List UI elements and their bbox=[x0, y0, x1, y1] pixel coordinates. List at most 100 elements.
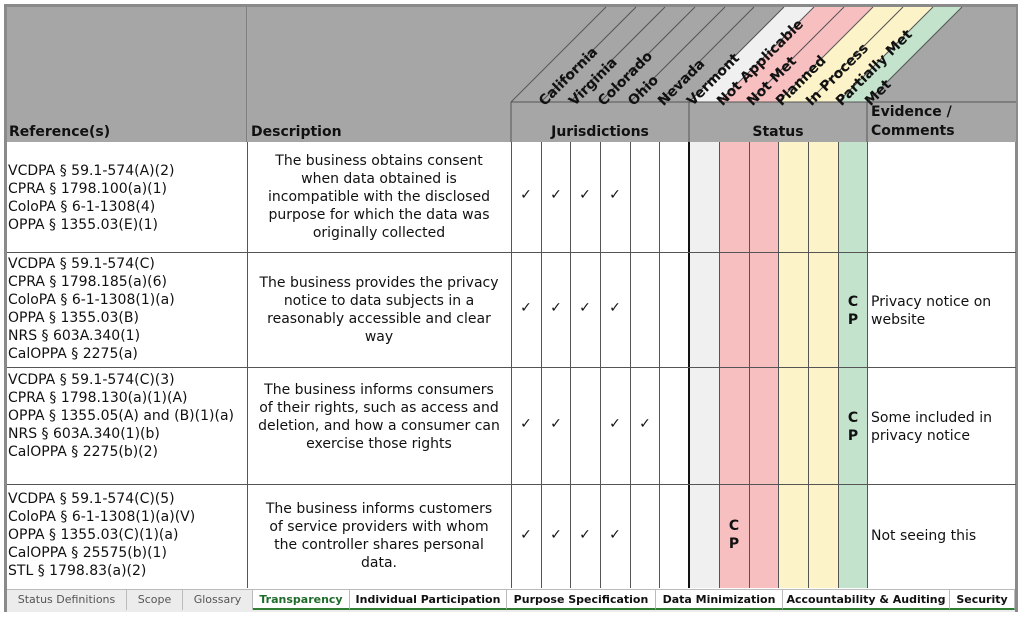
header-status-label: Status bbox=[752, 124, 804, 140]
header-description-label: Description bbox=[251, 124, 342, 140]
marker-line: C bbox=[847, 410, 859, 426]
check-icon: ✓ bbox=[639, 416, 651, 432]
row3-evidence: Some included in privacy notice bbox=[871, 410, 992, 444]
check-icon: ✓ bbox=[550, 187, 562, 203]
check-icon: ✓ bbox=[520, 300, 532, 316]
row2-references: VCDPA § 59.1-574(C) CPRA § 1798.185(a)(6… bbox=[8, 255, 244, 363]
reference-line: OPPA § 1355.03(B) bbox=[8, 310, 139, 326]
gridline bbox=[600, 142, 601, 588]
check-icon: ✓ bbox=[609, 300, 621, 316]
status-col-partially-met-fill bbox=[808, 142, 838, 588]
reference-line: STL § 1798.83(a)(2) bbox=[8, 563, 147, 579]
row4-references: VCDPA § 59.1-574(C)(5) ColoPA § 6-1-1308… bbox=[8, 490, 244, 580]
marker-line: C bbox=[847, 294, 859, 310]
status-marker-met: C P bbox=[838, 293, 868, 329]
marker-line: P bbox=[847, 428, 859, 444]
row1-references: VCDPA § 59.1-574(A)(2) CPRA § 1798.100(a… bbox=[8, 162, 244, 234]
tab-individual-participation[interactable]: Individual Participation bbox=[350, 590, 507, 610]
reference-line: ColoPA § 6-1-1308(4) bbox=[8, 199, 156, 215]
header-evidence-label-line2: Comments bbox=[871, 123, 955, 139]
gridline bbox=[838, 142, 839, 588]
header-status-cell bbox=[689, 102, 867, 142]
slanted-header-graphic bbox=[246, 6, 1016, 142]
status-col-met-fill bbox=[838, 142, 867, 588]
status-col-in-process-fill bbox=[778, 142, 808, 588]
check-icon: ✓ bbox=[520, 187, 532, 203]
check-icon: ✓ bbox=[520, 527, 532, 543]
header-evidence-label-line1: Evidence / bbox=[871, 104, 952, 120]
reference-line: VCDPA § 59.1-574(A)(2) bbox=[8, 163, 175, 179]
header-description-cell bbox=[248, 7, 511, 142]
tab-glossary[interactable]: Glossary bbox=[183, 590, 253, 610]
header-jurisdictions-cell bbox=[511, 102, 689, 142]
gridline bbox=[541, 142, 542, 588]
reference-line: CPRA § 1798.100(a)(1) bbox=[8, 181, 167, 197]
check-icon: ✓ bbox=[550, 300, 562, 316]
reference-line: CalOPPA § 2275(b)(2) bbox=[8, 444, 159, 460]
gridline bbox=[659, 142, 660, 588]
reference-line: ColoPA § 6-1-1308(1)(a)(V) bbox=[8, 509, 196, 525]
check-icon: ✓ bbox=[609, 527, 621, 543]
check-icon: ✓ bbox=[579, 187, 591, 203]
row3-description: The business informs consumers of their … bbox=[258, 382, 500, 452]
gridline bbox=[630, 142, 631, 588]
marker-line: P bbox=[847, 312, 859, 328]
gridline bbox=[749, 142, 750, 588]
reference-line: VCDPA § 59.1-574(C)(3) bbox=[8, 372, 175, 388]
reference-line: NRS § 603A.340(1)(b) bbox=[8, 426, 160, 442]
reference-line: CPRA § 1798.130(a)(1)(A) bbox=[8, 390, 188, 406]
row2-description: The business provides the privacy notice… bbox=[259, 275, 499, 345]
tab-accountability-auditing[interactable]: Accountability & Auditing bbox=[783, 590, 950, 610]
gridline bbox=[247, 142, 248, 588]
gridline bbox=[570, 142, 571, 588]
status-col-not-met-fill bbox=[719, 142, 749, 588]
gridline bbox=[7, 367, 1016, 368]
header-jurisdictions-label: Jurisdictions bbox=[551, 124, 649, 140]
gridline-thick bbox=[688, 142, 690, 588]
status-col-planned-fill bbox=[749, 142, 778, 588]
check-icon: ✓ bbox=[579, 527, 591, 543]
row4-description: The business informs customers of servic… bbox=[265, 501, 493, 571]
header-evidence-cell bbox=[867, 102, 1016, 142]
tab-status-definitions[interactable]: Status Definitions bbox=[7, 590, 127, 610]
check-icon: ✓ bbox=[550, 416, 562, 432]
check-icon: ✓ bbox=[520, 416, 532, 432]
marker-line: P bbox=[728, 536, 740, 552]
check-icon: ✓ bbox=[609, 187, 621, 203]
status-col-not-applicable-fill bbox=[690, 142, 719, 588]
gridline bbox=[511, 142, 512, 588]
reference-line: OPPA § 1355.03(C)(1)(a) bbox=[8, 527, 179, 543]
reference-line: NRS § 603A.340(1) bbox=[8, 328, 141, 344]
check-icon: ✓ bbox=[609, 416, 621, 432]
status-marker-met: C P bbox=[838, 409, 868, 445]
header-reference-cell bbox=[7, 7, 247, 142]
gridline bbox=[778, 142, 779, 588]
sheet-tab-bar: Status Definitions Scope Glossary Transp… bbox=[7, 589, 1015, 612]
tab-data-minimization[interactable]: Data Minimization bbox=[656, 590, 783, 610]
gridline bbox=[867, 142, 868, 588]
tab-security[interactable]: Security bbox=[950, 590, 1015, 610]
gridline bbox=[7, 252, 1016, 253]
row1-description: The business obtains consent when data o… bbox=[268, 153, 490, 241]
gridline bbox=[719, 142, 720, 588]
check-icon: ✓ bbox=[579, 300, 591, 316]
tab-transparency[interactable]: Transparency bbox=[253, 590, 350, 610]
gridline bbox=[7, 484, 1016, 485]
reference-line: VCDPA § 59.1-574(C) bbox=[8, 256, 155, 272]
row3-references: VCDPA § 59.1-574(C)(3) CPRA § 1798.130(a… bbox=[8, 371, 244, 461]
tab-purpose-specification[interactable]: Purpose Specification bbox=[507, 590, 656, 610]
status-marker-not-met: C P bbox=[719, 517, 749, 553]
tab-scope[interactable]: Scope bbox=[127, 590, 183, 610]
check-icon: ✓ bbox=[550, 527, 562, 543]
gridline bbox=[808, 142, 809, 588]
reference-line: OPPA § 1355.03(E)(1) bbox=[8, 217, 158, 233]
reference-line: CPRA § 1798.185(a)(6) bbox=[8, 274, 167, 290]
reference-line: CalOPPA § 25575(b)(1) bbox=[8, 545, 167, 561]
row2-evidence: Privacy notice on website bbox=[871, 294, 992, 328]
row4-evidence: Not seeing this bbox=[871, 528, 977, 544]
marker-line: C bbox=[728, 518, 740, 534]
reference-line: VCDPA § 59.1-574(C)(5) bbox=[8, 491, 175, 507]
header-reference-label: Reference(s) bbox=[9, 124, 111, 140]
reference-line: CalOPPA § 2275(a) bbox=[8, 346, 138, 362]
reference-line: ColoPA § 6-1-1308(1)(a) bbox=[8, 292, 175, 308]
